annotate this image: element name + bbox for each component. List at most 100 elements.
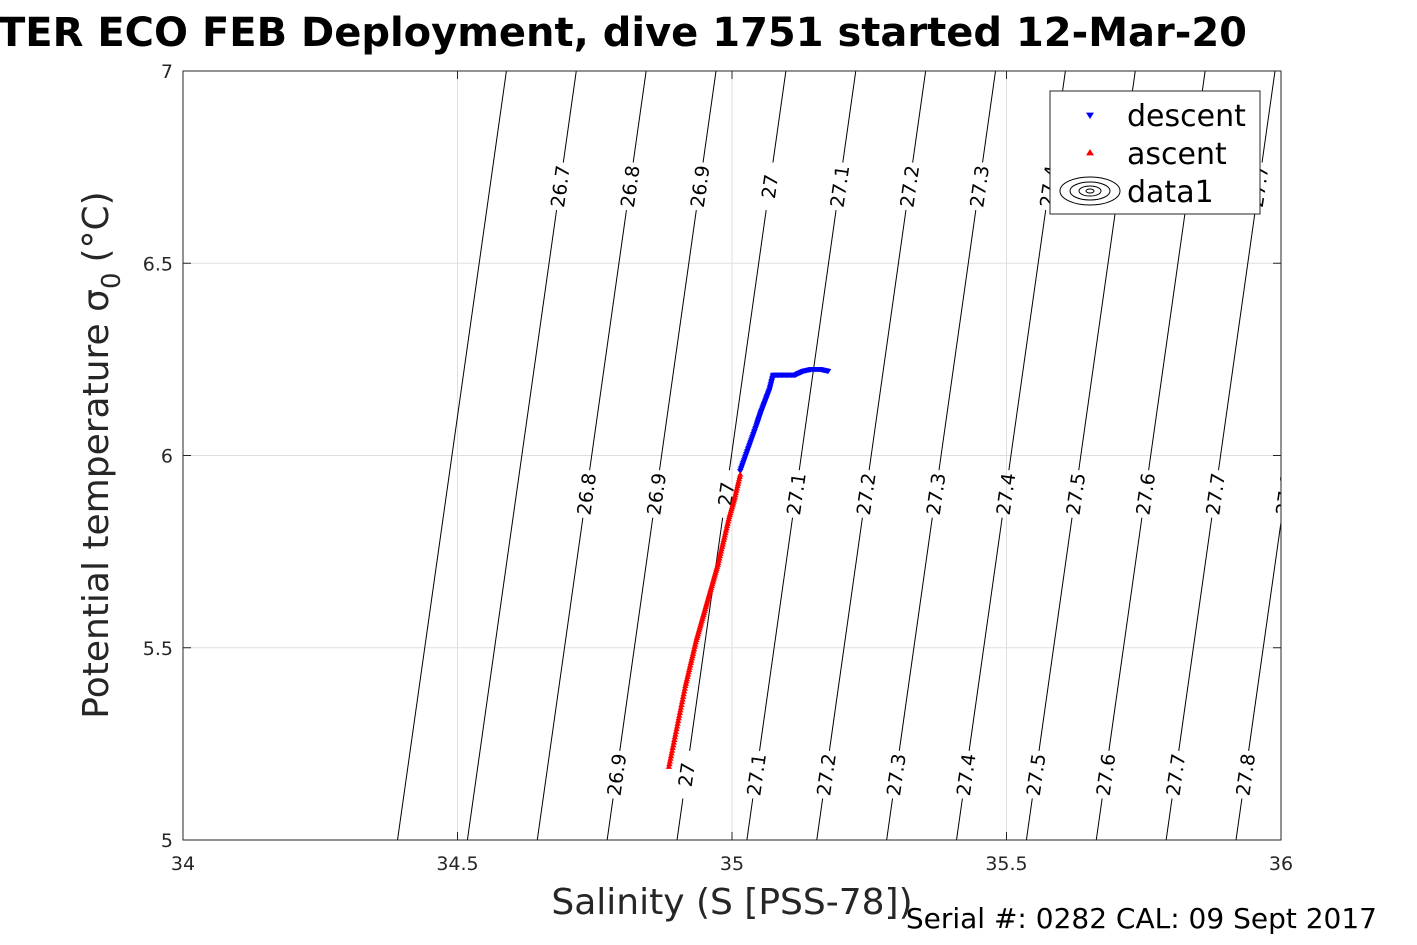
isopycnal-line [536,517,584,840]
isopycnal-line [886,798,894,840]
ascent-marker [673,726,680,732]
ascent-marker [674,720,681,726]
isopycnal-line [1332,71,1345,163]
svg-text:Potential temperature σ0(°C): Potential temperature σ0 (°C) [76,191,127,718]
isopycnal-line [868,210,907,471]
ascent-marker [667,752,675,759]
x-tick-label: 34 [171,853,195,875]
ascent-marker [666,761,673,767]
isopycnal-line [912,71,927,163]
isopycnal-line [1388,518,1417,751]
legend-marker-contour [1059,176,1121,206]
isopycnal-line [562,71,577,163]
isopycnal-line [1025,798,1033,840]
ascent-marker [678,701,685,707]
y-tick-label: 6.5 [143,253,173,275]
legend-marker-contour [1078,185,1102,197]
isopycnal-line [1108,517,1143,751]
isopycnal-line [466,210,558,840]
legend-box [1049,90,1261,215]
isopycnal-line [659,210,697,471]
isopycnal-line [689,517,724,751]
y-axis-label-text: Potential temperature σ [76,289,117,719]
isopycnal-line [1095,798,1103,840]
isopycnal-line [1261,71,1276,163]
contour-label: 27 [758,173,783,200]
contour-label: 27.9 [1342,472,1370,517]
x-axis-label: Salinity (S [PSS-78]) [551,882,912,923]
isopycnal-line [938,210,977,471]
ascent-marker [679,696,686,702]
isopycnal-line [1235,798,1243,840]
y-axis-label-unit: (°C) [76,191,117,262]
ascent-marker [668,750,675,756]
series-ascent [665,471,744,769]
ascent-marker [672,731,679,737]
isopycnal-line [1306,798,1312,840]
legend-label: data1 [1127,175,1214,210]
ascent-marker [680,691,687,697]
isopycnal-line [798,210,837,471]
isopycnal-line [728,210,767,471]
contour-label: 27.9 [1302,752,1330,797]
legend-marker-descent [1086,112,1094,119]
isopycnal-line [1319,518,1352,751]
isopycnal-line [1178,517,1213,751]
isopycnal-line [898,517,933,751]
ascent-marker [665,763,673,769]
serial-cal-text: Serial #: 0282 CAL: 09 Sept 2017 [906,902,1377,935]
series-descent [737,367,832,475]
ascent-marker [681,685,688,691]
ascent-marker [676,709,684,716]
ascent-marker [668,747,676,753]
isopycnal-line [1376,798,1382,840]
ascent-marker [666,758,674,764]
ascent-marker [681,688,688,694]
isopycnal-line [746,798,754,840]
contour-label: 27.9 [1386,164,1414,209]
contour-label: 28 [1413,481,1417,508]
x-tick-label: 36 [1269,853,1293,875]
ascent-marker [670,742,677,748]
ascent-marker [671,734,679,740]
ascent-marker [679,693,687,699]
isopycnal-line [1165,798,1173,840]
isopycnal-line [619,517,654,751]
isopycnal-line [968,517,1003,751]
ascent-marker [678,699,686,705]
isopycnal-line [1008,210,1047,471]
isopycnal-line [702,71,717,163]
chart-title: TER ECO FEB Deployment, dive 1751 starte… [0,10,1247,56]
y-axis-label: Potential temperature σ0 (°C) [76,191,127,718]
y-tick-label: 6 [161,446,173,468]
x-tick-label: 34.5 [436,853,478,875]
isopycnal-line [816,798,824,840]
isopycnal-line [759,517,794,751]
contour-label: 27 [675,761,700,788]
axis-ticks: 34 34.5 35 35.5 36 5 5.5 6 6.5 7 [143,61,1293,875]
ascent-marker [671,736,678,742]
legend-label: ascent [1127,137,1227,172]
ascent-marker [670,739,678,745]
data-series [665,367,832,769]
ascent-marker [667,755,674,761]
isopycnal-line [982,71,997,163]
y-tick-label: 5.5 [143,638,173,660]
ascent-marker [675,715,682,721]
isopycnal-line [1402,71,1415,163]
ascent-marker [672,728,680,734]
legend-label: descent [1127,99,1246,134]
legend-marker-ascent [1086,149,1094,156]
contour-label: 27.8 [1272,472,1300,517]
isopycnal-line [1248,518,1281,751]
isopycnal-line [828,517,863,751]
y-tick-label: 7 [161,61,173,83]
ascent-marker [677,707,684,713]
ascent-marker [673,723,681,729]
isopycnal-line [606,798,614,840]
isopycnal-line [589,210,627,471]
isopycnal-line [1288,210,1325,470]
x-tick-label: 35.5 [985,853,1027,875]
isopycnal-line [1078,210,1117,471]
